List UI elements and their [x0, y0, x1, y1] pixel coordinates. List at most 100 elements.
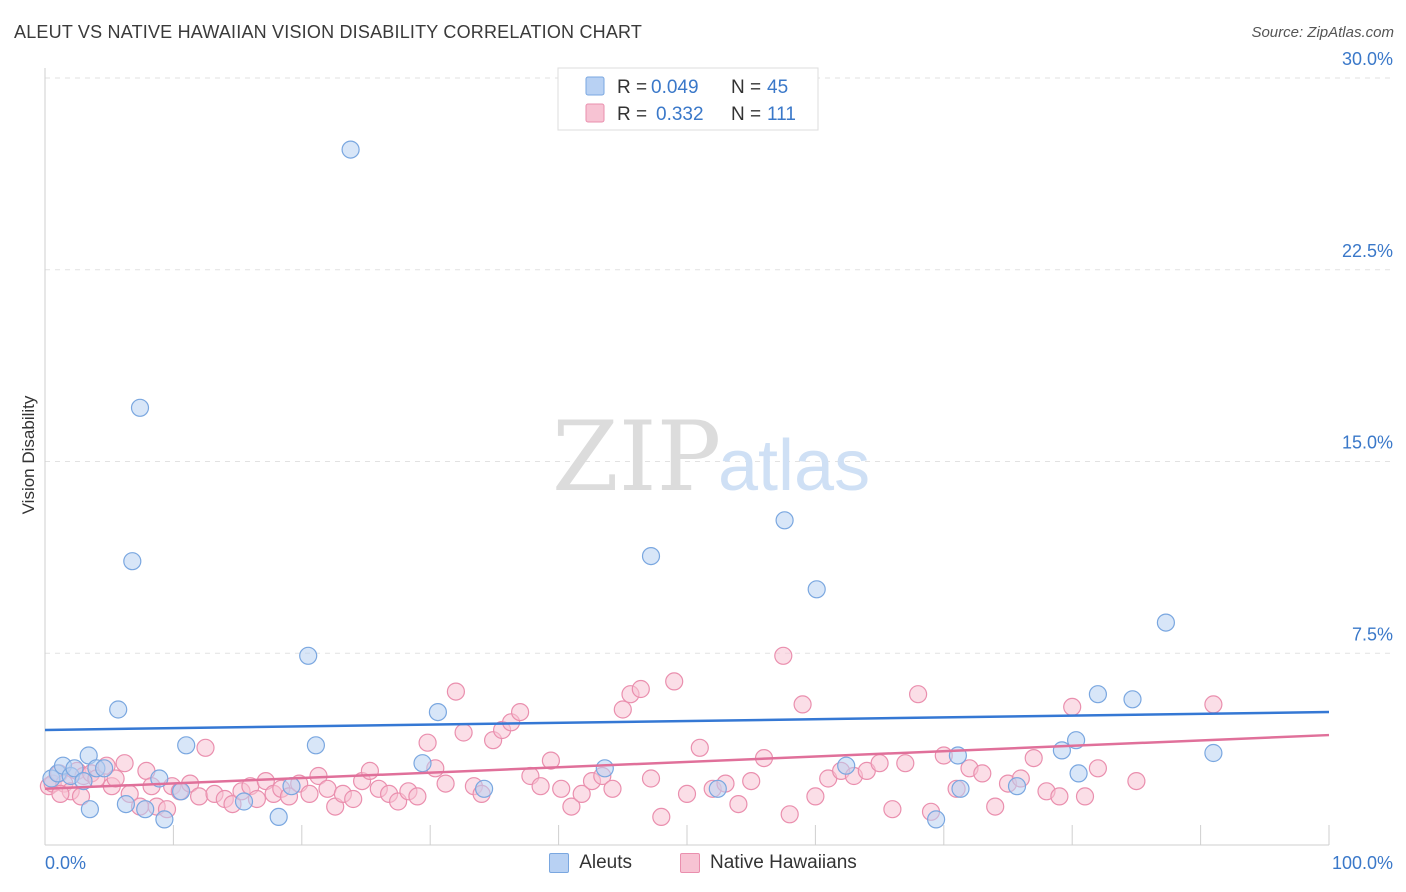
y-axis-label: Vision Disability [19, 395, 38, 514]
data-point-native-hawaiians [742, 771, 761, 791]
legend-n-value-aleuts: 45 [767, 77, 788, 98]
axes [44, 68, 1330, 846]
data-point-native-hawaiians [652, 807, 671, 827]
watermark-atlas: atlas [718, 426, 870, 506]
data-point-native-hawaiians [883, 800, 902, 819]
data-point-native-hawaiians [541, 751, 561, 770]
data-point-aleuts [595, 759, 614, 778]
data-point-aleuts [926, 810, 946, 829]
tick-labels: 7.5% 15.0% 22.5% 30.0% 0.0% 100.0% [45, 49, 1393, 873]
data-point-aleuts [155, 810, 174, 829]
x-tick-label-max: 100.0% [1332, 853, 1393, 873]
legend-item-aleuts[interactable]: Aleuts [549, 852, 632, 874]
data-point-native-hawaiians [665, 672, 684, 691]
data-points [39, 140, 1223, 829]
data-point-native-hawaiians [641, 769, 661, 788]
data-point-native-hawaiians [552, 779, 571, 798]
data-point-native-hawaiians [1050, 787, 1069, 806]
data-point-native-hawaiians [562, 797, 581, 816]
data-point-native-hawaiians [986, 797, 1005, 816]
source-label: Source: ZipAtlas.com [1251, 24, 1394, 41]
y-tick-label: 15.0% [1342, 433, 1393, 453]
data-point-aleuts [1069, 764, 1088, 783]
data-point-aleuts [413, 754, 432, 773]
legend-swatch-aleuts [549, 853, 570, 873]
data-point-aleuts [306, 736, 325, 755]
data-point-native-hawaiians [300, 784, 319, 804]
data-point-native-hawaiians [774, 646, 793, 665]
data-point-native-hawaiians [510, 702, 530, 722]
data-point-aleuts [1088, 685, 1108, 704]
gridlines [45, 77, 1394, 654]
data-point-native-hawaiians [51, 784, 70, 804]
data-point-aleuts [282, 777, 301, 796]
data-point-aleuts [428, 702, 447, 722]
stats-legend-swatch-hawaiians [585, 103, 605, 123]
trend-lines [44, 710, 1330, 791]
data-point-native-hawaiians [318, 779, 337, 798]
data-point-aleuts [807, 580, 826, 599]
data-point-native-hawaiians [454, 723, 473, 742]
data-point-aleuts [1123, 690, 1142, 709]
legend-swatch-native-hawaiians [680, 853, 700, 873]
data-point-native-hawaiians [677, 784, 697, 804]
data-point-native-hawaiians [408, 787, 427, 806]
data-point-aleuts [109, 700, 128, 719]
data-point-native-hawaiians [870, 754, 889, 773]
y-tick-label: 7.5% [1352, 624, 1393, 644]
legend-label-aleuts: Aleuts [579, 852, 632, 873]
legend-item-native-hawaiians[interactable]: Native Hawaiians [680, 852, 857, 874]
data-point-native-hawaiians [973, 764, 992, 783]
data-point-native-hawaiians [1075, 787, 1095, 806]
data-point-native-hawaiians [690, 738, 709, 757]
data-point-native-hawaiians [115, 754, 134, 773]
legend-r-label-aleuts: R = [617, 77, 647, 98]
y-tick-label: 22.5% [1342, 241, 1393, 261]
data-point-aleuts [130, 398, 150, 417]
trend-line-aleuts [44, 710, 1330, 732]
data-point-native-hawaiians [793, 695, 812, 714]
data-point-aleuts [123, 552, 142, 571]
data-point-aleuts [951, 779, 970, 798]
data-point-aleuts [341, 140, 360, 159]
y-tick-label: 30.0% [1342, 49, 1393, 69]
data-point-aleuts [299, 646, 318, 665]
legend-r-value-aleuts: 0.049 [651, 77, 699, 98]
data-point-native-hawaiians [1204, 695, 1223, 714]
data-point-aleuts [708, 779, 727, 798]
data-point-aleuts [116, 794, 136, 814]
data-point-native-hawaiians [1127, 771, 1146, 791]
data-point-aleuts [1052, 741, 1072, 760]
data-point-native-hawaiians [1088, 759, 1108, 778]
data-point-aleuts [1156, 613, 1176, 632]
legend-label-native-hawaiians: Native Hawaiians [710, 852, 857, 873]
data-point-aleuts [74, 771, 93, 791]
data-point-native-hawaiians [780, 805, 799, 824]
data-point-aleuts [269, 807, 288, 827]
data-point-native-hawaiians [531, 777, 550, 796]
data-point-native-hawaiians [1024, 748, 1043, 768]
data-point-native-hawaiians [360, 761, 379, 781]
legend-n-label-hawaiians: N = [731, 104, 761, 125]
trend-line-native-hawaiians [44, 733, 1330, 791]
legend-r-value-hawaiians: 0.332 [656, 104, 704, 125]
watermark-zip: ZIP [552, 401, 721, 513]
stats-legend-swatch-aleuts [585, 76, 605, 96]
data-point-native-hawaiians [806, 787, 825, 806]
data-point-native-hawaiians [729, 794, 748, 814]
data-point-aleuts [94, 759, 114, 778]
data-point-native-hawaiians [436, 774, 455, 793]
series-legend: Aleuts Native Hawaiians [0, 852, 1406, 874]
legend-n-value-hawaiians: 111 [767, 104, 796, 125]
legend-n-label-aleuts: N = [731, 77, 761, 98]
watermark: ZIP atlas [552, 401, 870, 513]
data-point-native-hawaiians [418, 733, 437, 752]
data-point-native-hawaiians [613, 700, 632, 719]
data-point-aleuts [234, 792, 254, 811]
data-point-native-hawaiians [631, 679, 650, 699]
legend-r-label-hawaiians: R = [617, 104, 647, 125]
data-point-aleuts [177, 736, 196, 755]
data-point-aleuts [837, 756, 856, 775]
data-point-native-hawaiians [196, 738, 215, 757]
